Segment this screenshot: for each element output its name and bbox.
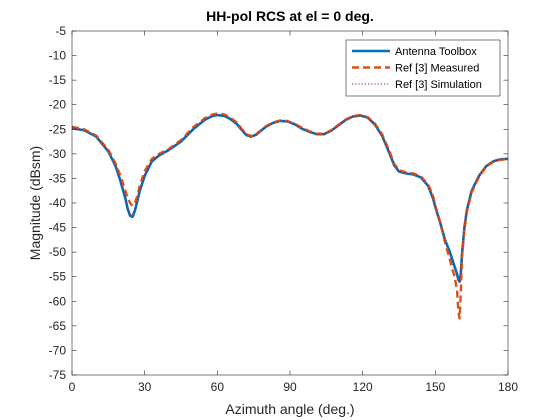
x-tick-label: 150: [425, 380, 445, 394]
x-tick-label: 0: [69, 380, 76, 394]
x-tick-label: 120: [353, 380, 373, 394]
y-tick-label: -40: [49, 196, 67, 210]
x-axis-title: Azimuth angle (deg.): [225, 401, 354, 417]
y-axis-title: Magnitude (dBsm): [27, 146, 43, 260]
legend-label-1: Antenna Toolbox: [395, 46, 477, 58]
y-tick-label: -10: [49, 49, 67, 63]
series-layer: [71, 112, 509, 320]
y-tick-label: -15: [49, 73, 67, 87]
y-tick-label: -5: [55, 24, 66, 38]
chart-title: HH-pol RCS at el = 0 deg.: [206, 8, 374, 24]
legend-label-3: Ref [3] Simulation: [395, 79, 482, 91]
x-tick-label: 60: [211, 380, 225, 394]
y-axis: -5 -10 -15 -20 -25 -30 -35 -40 -45 -50 -55 -60 -65 -7…: [49, 24, 508, 382]
y-tick-label: -50: [49, 245, 67, 259]
x-tick-label: 30: [138, 380, 152, 394]
x-tick-label: 180: [498, 380, 518, 394]
x-axis: 0 30 60 90 120 150 180: [69, 31, 518, 394]
y-tick-label: -60: [49, 294, 67, 308]
legend-label-2: Ref [3] Measured: [395, 63, 479, 75]
y-tick-label: -65: [49, 319, 67, 333]
series-line-3: [71, 114, 509, 283]
y-tick-label: -75: [49, 368, 67, 382]
y-tick-label: -45: [49, 221, 67, 235]
legend: Antenna Toolbox Ref [3] Measured Ref [3] S…: [345, 39, 501, 97]
y-tick-label: -25: [49, 122, 67, 136]
y-tick-label: -35: [49, 171, 67, 185]
y-tick-label: -20: [49, 98, 67, 112]
y-tick-label: -55: [49, 270, 67, 284]
y-tick-label: -30: [49, 147, 67, 161]
legend-box: [345, 39, 501, 97]
y-tick-label: -70: [49, 343, 67, 357]
x-tick-label: 90: [283, 380, 297, 394]
